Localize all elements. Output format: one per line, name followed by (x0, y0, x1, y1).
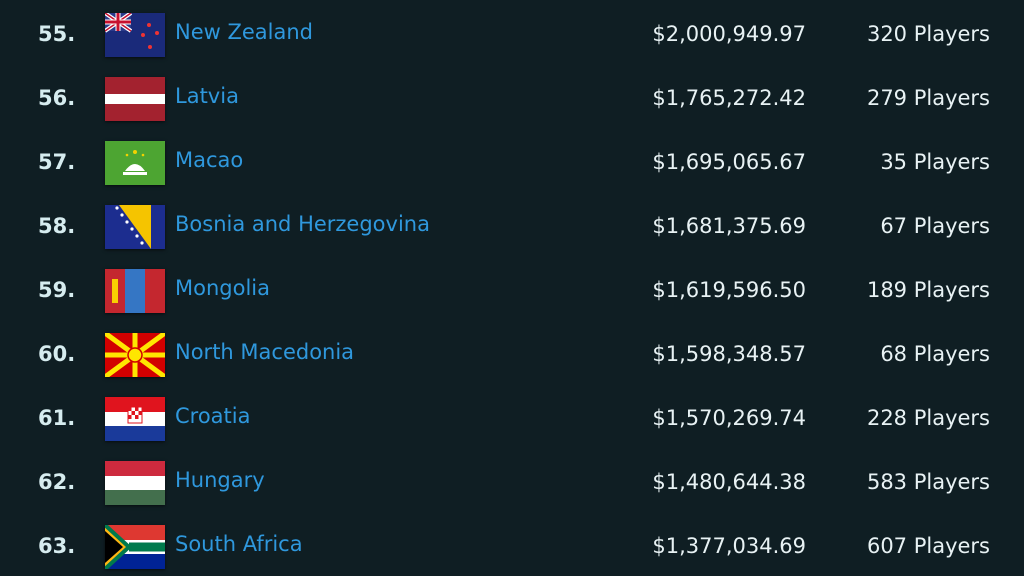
rank: 57. (38, 150, 76, 174)
flag-hr-icon (105, 397, 165, 441)
total-earnings: $2,000,949.97 (652, 22, 806, 46)
player-count: 607 Players (866, 534, 990, 558)
flag-hu-icon (105, 461, 165, 505)
rank: 56. (38, 86, 76, 110)
country-link[interactable]: Bosnia and Herzegovina (175, 212, 430, 236)
country-link[interactable]: Hungary (175, 468, 265, 492)
total-earnings: $1,598,348.57 (652, 342, 806, 366)
flag-nz-icon (105, 13, 165, 57)
country-link[interactable]: South Africa (175, 532, 303, 556)
table-row: 57. Macao $1,695,065.67 35 Players (0, 128, 1024, 192)
player-count: 67 Players (880, 214, 990, 238)
country-link[interactable]: Mongolia (175, 276, 270, 300)
country-link[interactable]: Macao (175, 148, 244, 172)
table-row: 61. Croatia $1,570,269.74 228 Players (0, 384, 1024, 448)
rank: 62. (38, 470, 76, 494)
country-link[interactable]: New Zealand (175, 20, 313, 44)
table-row: 55. New Zealand $2,000,949.97 320 Player… (0, 0, 1024, 64)
total-earnings: $1,695,065.67 (652, 150, 806, 174)
player-count: 35 Players (880, 150, 990, 174)
country-link[interactable]: Croatia (175, 404, 251, 428)
flag-mk-icon (105, 333, 165, 377)
total-earnings: $1,681,375.69 (652, 214, 806, 238)
total-earnings: $1,765,272.42 (652, 86, 806, 110)
country-link[interactable]: Latvia (175, 84, 239, 108)
total-earnings: $1,377,034.69 (652, 534, 806, 558)
player-count: 279 Players (866, 86, 990, 110)
table-row: 56. Latvia $1,765,272.42 279 Players (0, 64, 1024, 128)
rank: 58. (38, 214, 76, 238)
player-count: 68 Players (880, 342, 990, 366)
total-earnings: $1,570,269.74 (652, 406, 806, 430)
rank: 55. (38, 22, 76, 46)
flag-lv-icon (105, 77, 165, 121)
flag-mo-icon (105, 141, 165, 185)
rank: 59. (38, 278, 76, 302)
country-link[interactable]: North Macedonia (175, 340, 355, 364)
player-count: 228 Players (866, 406, 990, 430)
flag-ba-icon (105, 205, 165, 249)
player-count: 583 Players (866, 470, 990, 494)
total-earnings: $1,619,596.50 (652, 278, 806, 302)
table-row: 62. Hungary $1,480,644.38 583 Players (0, 448, 1024, 512)
rank: 60. (38, 342, 76, 366)
rank: 61. (38, 406, 76, 430)
table-row: 59. Mongolia $1,619,596.50 189 Players (0, 256, 1024, 320)
table-row: 58. Bosnia and Herzegovina $1,681,375.69… (0, 192, 1024, 256)
table-row: 63. South Africa $1,377,034.69 607 Playe… (0, 512, 1024, 576)
total-earnings: $1,480,644.38 (652, 470, 806, 494)
rank: 63. (38, 534, 76, 558)
flag-za-icon (105, 525, 165, 569)
table-row: 60. North Macedonia $1,598,348.57 68 Pla… (0, 320, 1024, 384)
player-count: 189 Players (866, 278, 990, 302)
player-count: 320 Players (866, 22, 990, 46)
flag-mn-icon (105, 269, 165, 313)
